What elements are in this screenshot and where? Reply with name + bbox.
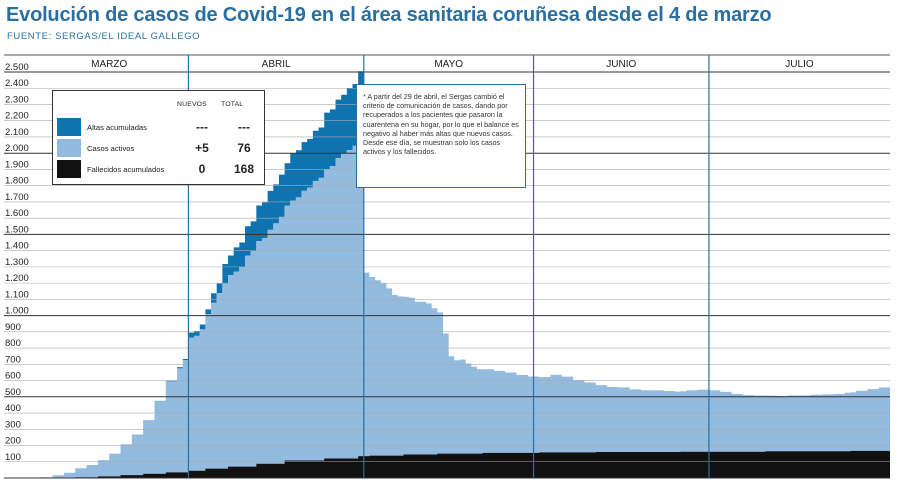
y-tick-label: 2.500: [5, 62, 29, 73]
y-tick-label: 2.200: [5, 111, 29, 122]
chart-source: FUENTE: SERGAS/EL IDEAL GALLEGO: [7, 31, 201, 42]
legend-label: Casos activos: [87, 144, 135, 153]
y-tick-label: 200: [5, 436, 21, 447]
legend-label: Altas acumuladas: [87, 123, 147, 132]
y-tick-label: 700: [5, 354, 21, 365]
chart-legend: NUEVOS TOTAL Altas acumuladas --- --- Ca…: [52, 90, 265, 185]
y-tick-label: 500: [5, 387, 21, 398]
y-tick-label: 600: [5, 371, 21, 382]
y-tick-label: 1.100: [5, 289, 29, 300]
legend-nuevos-value: ---: [196, 120, 208, 134]
y-tick-label: 300: [5, 419, 21, 430]
legend-swatch-recovered: [57, 118, 81, 136]
y-tick-label: 1.000: [5, 306, 29, 317]
y-tick-label: 1.600: [5, 208, 29, 219]
methodology-note: * A partir del 29 de abril, el Sergas ca…: [356, 84, 526, 188]
legend-row-active: Casos activos +5 76: [57, 139, 262, 157]
month-label: JULIO: [785, 59, 814, 70]
y-tick-label: 2.300: [5, 94, 29, 105]
y-tick-label: 2.100: [5, 127, 29, 138]
series-deaths-area: [30, 450, 890, 478]
legend-swatch-deaths: [57, 160, 81, 178]
series-active-area: [30, 139, 890, 478]
month-label: JUNIO: [606, 59, 636, 70]
legend-swatch-active: [57, 139, 81, 157]
y-tick-label: 100: [5, 452, 21, 463]
y-tick-label: 1.800: [5, 176, 29, 187]
legend-total-value: ---: [238, 120, 250, 134]
y-tick-label: 1.300: [5, 257, 29, 268]
y-tick-label: 1.400: [5, 241, 29, 252]
legend-row-deaths: Fallecidos acumulados 0 168: [57, 160, 262, 178]
month-label: MAYO: [434, 59, 463, 70]
y-tick-label: 900: [5, 322, 21, 333]
y-tick-label: 2.400: [5, 78, 29, 89]
y-tick-label: 2.000: [5, 143, 29, 154]
y-tick-label: 800: [5, 338, 21, 349]
legend-nuevos-value: +5: [195, 141, 209, 155]
month-label: MARZO: [91, 59, 127, 70]
y-tick-label: 1.200: [5, 273, 29, 284]
legend-total-value: 168: [233, 162, 255, 176]
y-tick-label: 1.500: [5, 224, 29, 235]
y-tick-label: 1.700: [5, 192, 29, 203]
legend-label: Fallecidos acumulados: [87, 165, 165, 174]
legend-nuevos-value: 0: [198, 162, 206, 176]
legend-header-nuevos: NUEVOS: [177, 101, 207, 108]
y-tick-label: 400: [5, 403, 21, 414]
y-tick-label: 1.900: [5, 159, 29, 170]
legend-row-recovered: Altas acumuladas --- ---: [57, 118, 262, 136]
month-label: ABRIL: [262, 59, 291, 70]
legend-total-value: 76: [237, 141, 251, 155]
legend-header-total: TOTAL: [221, 101, 244, 108]
chart-title: Evolución de casos de Covid-19 en el áre…: [6, 4, 772, 26]
